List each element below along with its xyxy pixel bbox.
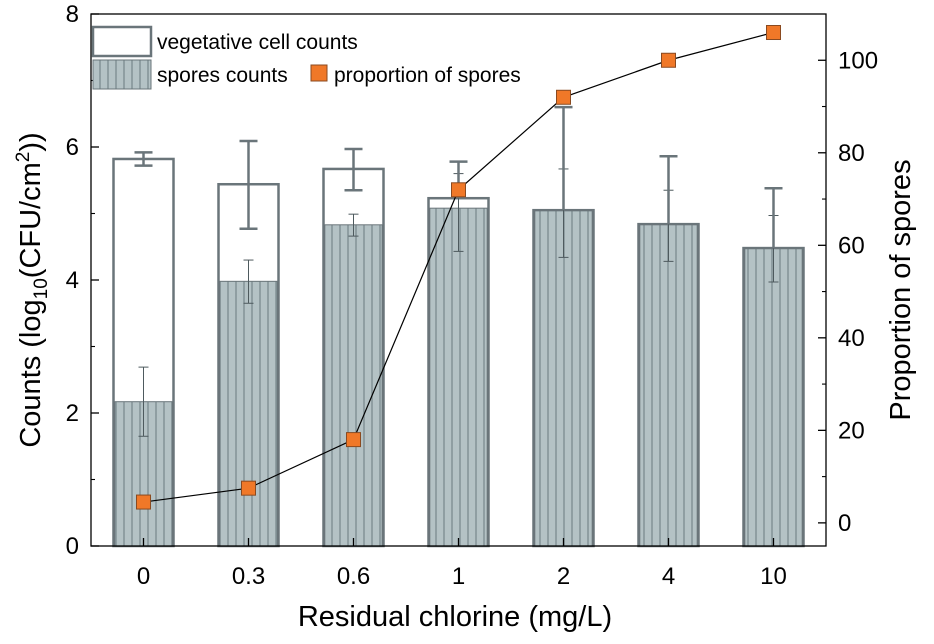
bar-spores-5: [639, 224, 698, 547]
y2-tick-label-1: 20: [838, 417, 865, 444]
y2-tick-label-4: 80: [838, 140, 865, 167]
legend-swatch-vegetative: [91, 25, 153, 58]
bar-spores-1: [219, 280, 278, 547]
bar-spores-2: [324, 224, 383, 547]
error-bar-vegetative-1: [239, 139, 258, 231]
error-bar-spores-1: [243, 259, 254, 304]
y-tick-label-2: 4: [66, 267, 79, 294]
y-tick-label-3: 6: [66, 134, 79, 161]
error-bar-vegetative-6: [764, 186, 783, 249]
y2-axis-title: Proportion of spores: [885, 159, 917, 420]
y2-tick-label-3: 60: [838, 232, 865, 259]
proportion-marker-5: [661, 52, 676, 68]
y-tick-label-1: 2: [66, 400, 79, 427]
y-tick-label-4: 8: [66, 1, 79, 28]
legend-swatch-spores: [92, 59, 152, 90]
proportion-marker-3: [451, 182, 466, 198]
error-bar-vegetative-5: [659, 155, 678, 225]
x-axis-title: Residual chlorine (mg/L): [298, 601, 612, 633]
error-bars-layer: [134, 105, 783, 437]
legend-label-proportion: proportion of spores: [334, 64, 521, 87]
proportion-marker-1: [241, 480, 256, 496]
error-bar-vegetative-4: [554, 105, 573, 211]
x-tick-label-2: 0.6: [337, 563, 370, 590]
error-bar-spores-2: [348, 213, 359, 237]
proportion-marker-0: [136, 494, 151, 510]
x-tick-label-1: 0.3: [232, 563, 265, 590]
y-axis-title-prefix: Counts (log: [15, 299, 47, 447]
x-tick-label-0: 0: [137, 563, 150, 590]
proportion-marker-4: [556, 89, 571, 105]
y-axis-title-suffix: )): [15, 132, 47, 151]
legend-label-spores: spores counts: [157, 64, 288, 87]
bar-spores-6: [744, 248, 803, 547]
y2-tick-label-2: 40: [838, 325, 865, 352]
legend-label-vegetative: vegetative cell counts: [157, 31, 358, 54]
proportion-line-layer: [136, 25, 781, 510]
y-axis-title-superscript: 2: [13, 152, 34, 163]
x-tick-label-4: 2: [557, 563, 570, 590]
bar-spores-4: [534, 210, 593, 547]
bar-spores-3: [429, 207, 488, 547]
error-bar-vegetative-0: [134, 151, 153, 167]
proportion-marker-6: [766, 25, 781, 41]
y-tick-label-0: 0: [66, 533, 79, 560]
proportion-marker-2: [346, 432, 361, 448]
y-axis-title-subscript: 10: [31, 278, 52, 299]
x-tick-label-3: 1: [452, 563, 465, 590]
legend: vegetative cell counts spores counts pro…: [91, 25, 521, 90]
y2-tick-label-0: 0: [838, 510, 851, 537]
legend-swatch-proportion: [310, 64, 328, 82]
y-axis-title-mid: (CFU/cm: [15, 162, 47, 278]
y-axis-title: Counts (log10(CFU/cm2)): [13, 132, 52, 447]
x-tick-label-6: 10: [760, 563, 787, 590]
y2-tick-label-5: 100: [838, 47, 878, 74]
error-bar-vegetative-2: [344, 147, 363, 192]
x-tick-label-5: 4: [662, 563, 675, 590]
error-bar-spores-0: [138, 366, 149, 437]
